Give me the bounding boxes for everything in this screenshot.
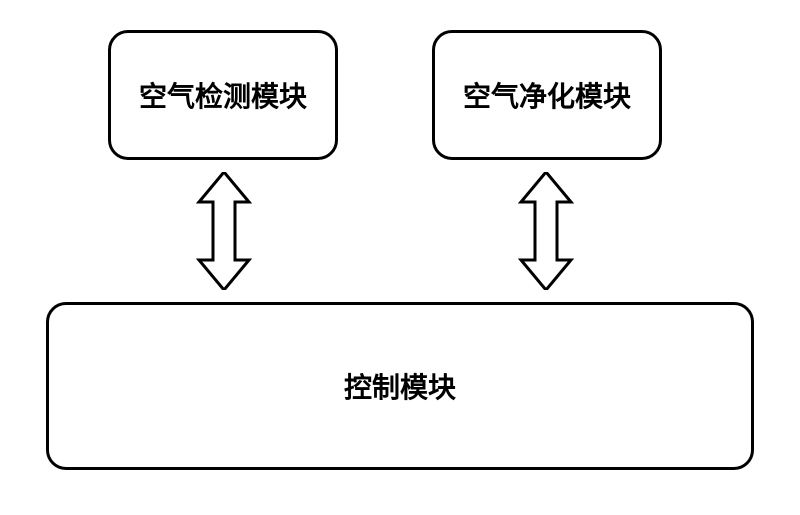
node-label: 空气检测模块 bbox=[139, 75, 307, 115]
node-air-purification-module: 空气净化模块 bbox=[432, 30, 662, 160]
node-label: 控制模块 bbox=[344, 366, 456, 406]
double-arrow-icon bbox=[518, 172, 574, 290]
node-label: 空气净化模块 bbox=[463, 75, 631, 115]
node-air-detection-module: 空气检测模块 bbox=[108, 30, 338, 160]
node-control-module: 控制模块 bbox=[46, 302, 754, 470]
double-arrow-icon bbox=[196, 172, 252, 290]
